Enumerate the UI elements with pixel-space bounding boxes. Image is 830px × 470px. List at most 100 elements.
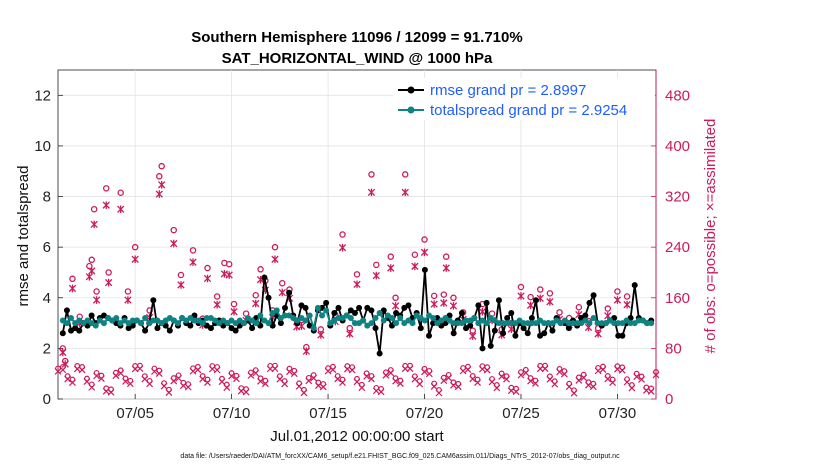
rmse-point [565, 325, 572, 332]
obs-assimilated-point [204, 379, 211, 386]
obs-assimilated-point [102, 201, 110, 209]
obs-assimilated-point [503, 375, 510, 383]
obs-assimilated-point [112, 372, 120, 380]
rmse-point [426, 332, 433, 339]
totalspread-point [648, 320, 655, 327]
obs-assimilated-point [305, 377, 313, 385]
obs-assimilated-point [435, 389, 443, 397]
obs-assimilated-point [189, 258, 197, 267]
obs-assimilated-point [478, 307, 487, 316]
obs-possible-point [421, 236, 428, 243]
obs-possible-point [450, 294, 457, 302]
totalspread-point [306, 312, 313, 319]
rmse-point [590, 292, 597, 299]
totalspread-point [310, 325, 317, 332]
obs-possible-point [204, 264, 211, 272]
obs-possible-point [373, 261, 380, 269]
rmse-point [277, 320, 284, 327]
rmse-point [166, 327, 173, 334]
obs-possible-point [401, 171, 409, 178]
rmse-point [524, 330, 531, 337]
obs-assimilated-point [155, 370, 163, 377]
totalspread-point [483, 320, 490, 327]
obs-assimilated-point [532, 380, 539, 387]
totalspread-point [203, 315, 210, 322]
data-file-footer: data file: /Users/raeder/DAI/ATM_forcXX/… [180, 453, 620, 460]
obs-assimilated-point [623, 300, 631, 309]
obs-assimilated-point [560, 370, 568, 378]
y-tick-label: 10 [34, 138, 51, 155]
totalspread-point [314, 304, 321, 311]
rmse-point [520, 325, 527, 332]
obs-assimilated-point [302, 347, 311, 356]
y2-tick-label: 240 [665, 239, 690, 256]
rmse-point [582, 312, 589, 319]
obs-assimilated-point [353, 378, 361, 386]
obs-assimilated-point [594, 330, 602, 338]
obs-assimilated-point [358, 384, 366, 392]
obs-assimilated-point [59, 348, 67, 357]
obs-possible-point [368, 171, 375, 178]
obs-possible-point [575, 304, 583, 311]
obs-assimilated-point [117, 205, 125, 214]
obs-assimilated-point [565, 383, 573, 391]
obs-assimilated-point [314, 382, 322, 389]
obs-assimilated-point [541, 365, 549, 373]
totalspread-point [520, 320, 527, 327]
totalspread-point [129, 317, 136, 324]
obs-assimilated-point [317, 331, 325, 339]
rmse-point [631, 282, 638, 289]
obs-possible-point [189, 247, 197, 254]
obs-assimilated-point [213, 300, 221, 309]
obs-assimilated-point [278, 288, 286, 297]
obs-assimilated-point [585, 381, 592, 389]
totalspread-point [611, 320, 618, 327]
obs-assimilated-point [363, 372, 371, 380]
totalspread-point [508, 320, 515, 327]
rmse-point [467, 322, 474, 329]
rmse-point [368, 307, 375, 314]
y2-tick-label: 320 [665, 189, 690, 206]
rmse-point [405, 302, 412, 309]
obs-assimilated-point [69, 379, 76, 386]
obs-assimilated-point [551, 380, 559, 388]
obs-assimilated-point [230, 307, 238, 316]
obs-assimilated-point [628, 384, 636, 392]
obs-assimilated-point [54, 367, 62, 375]
totalspread-point [570, 320, 577, 327]
obs-assimilated-point [165, 389, 173, 397]
obs-assimilated-point [179, 382, 187, 390]
obs-assimilated-point [68, 284, 77, 293]
obs-assimilated-point [421, 368, 428, 376]
obs-assimilated-point [334, 375, 342, 383]
x-tick-label: 07/30 [599, 405, 637, 422]
obs-assimilated-point [257, 377, 264, 385]
obs-assimilated-point [512, 388, 520, 396]
obs-assimilated-point [117, 369, 125, 377]
rmse-point [335, 304, 342, 311]
obs-assimilated-point [396, 380, 404, 387]
obs-assimilated-point [151, 368, 158, 375]
obs-assimilated-point [599, 366, 607, 373]
totalspread-point [92, 322, 99, 329]
obs-assimilated-point [158, 180, 166, 189]
obs-assimilated-point [483, 366, 491, 374]
obs-assimilated-point [242, 388, 250, 396]
rmse-point [532, 297, 539, 304]
obs-possible-point [392, 294, 399, 302]
obs-assimilated-point [449, 302, 458, 310]
obs-assimilated-point [392, 377, 400, 385]
obs-assimilated-point [420, 248, 429, 257]
obs-assimilated-point [618, 366, 626, 374]
obs-assimilated-point [387, 264, 395, 272]
rmse-point [586, 299, 593, 306]
obs-assimilated-point [189, 367, 197, 375]
obs-assimilated-point [638, 375, 645, 383]
rmse-point [187, 322, 194, 329]
obs-assimilated-point [440, 377, 448, 385]
chart-subtitle: SAT_HORIZONTAL_WIND @ 1000 hPa [222, 50, 493, 67]
rmse-point [323, 299, 330, 306]
totalspread-point [541, 320, 548, 327]
obs-possible-point [517, 283, 525, 291]
